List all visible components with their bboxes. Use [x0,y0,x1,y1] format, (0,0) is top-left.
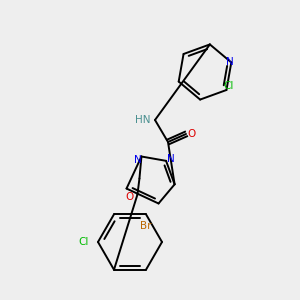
Text: O: O [188,129,196,139]
Text: Cl: Cl [79,237,89,247]
Text: N: N [226,57,234,68]
Text: N: N [167,154,175,164]
Text: O: O [125,191,134,202]
Text: HN: HN [134,115,150,125]
Text: Br: Br [140,221,152,231]
Text: N: N [134,154,141,164]
Text: Cl: Cl [223,81,234,91]
